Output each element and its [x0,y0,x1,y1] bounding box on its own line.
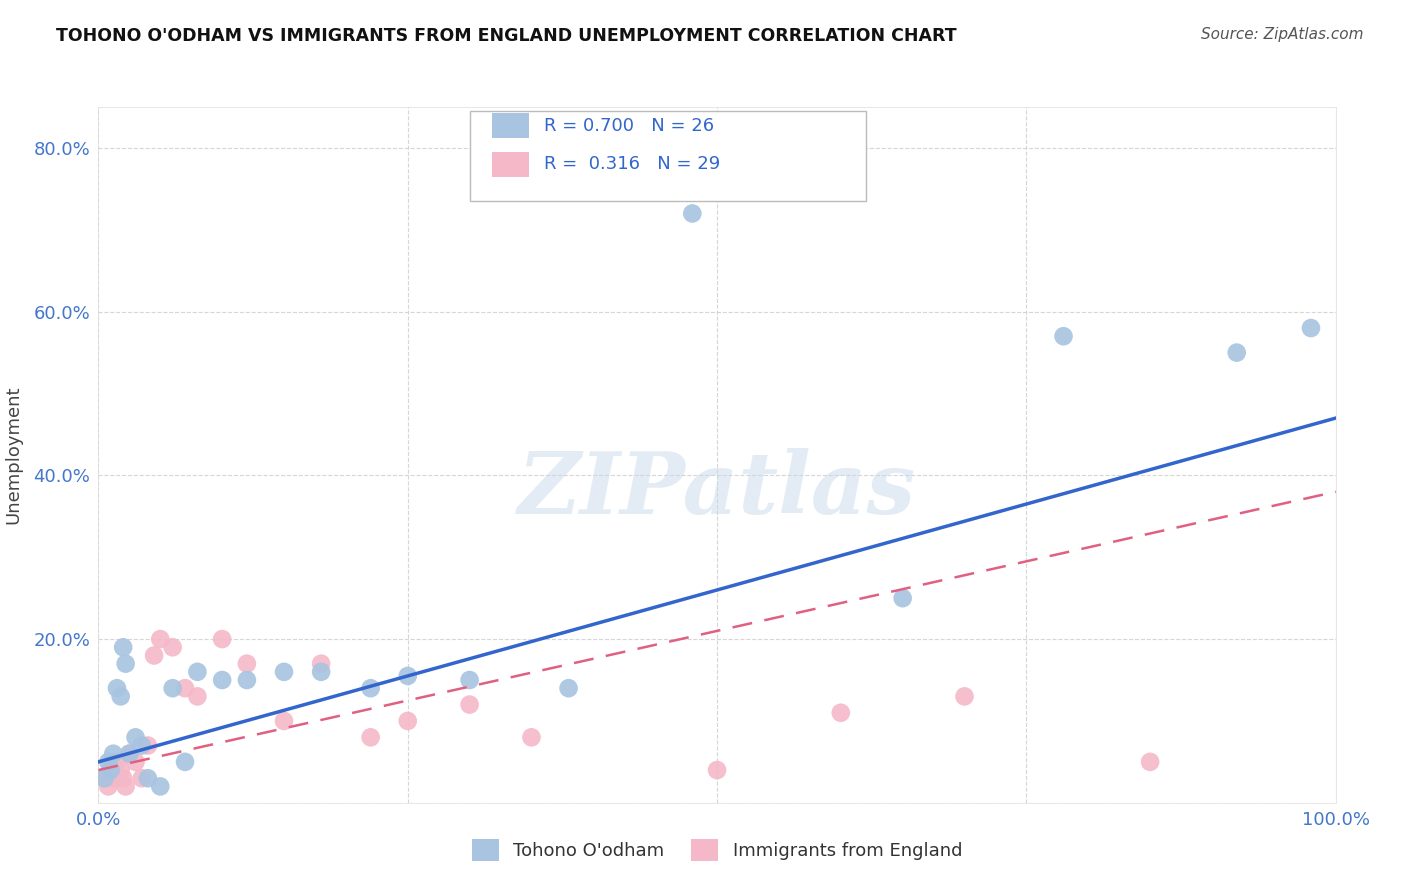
Point [309,657,332,671]
Point [131,771,153,785]
Point [110,690,132,704]
Point [174,681,197,696]
Point [97,780,120,794]
Point [112,640,135,655]
Point [1139,755,1161,769]
Point [953,690,976,704]
FancyBboxPatch shape [492,152,529,177]
Point [236,657,259,671]
FancyBboxPatch shape [470,111,866,201]
Point [1226,345,1249,359]
Legend: Tohono O'odham, Immigrants from England: Tohono O'odham, Immigrants from England [463,830,972,871]
Point [105,755,128,769]
Point [114,657,136,671]
Point [124,755,146,769]
Point [112,771,135,785]
Point [103,771,125,785]
Point [186,665,208,679]
Point [97,755,120,769]
Point [706,763,728,777]
Point [360,731,382,745]
Text: ZIPatlas: ZIPatlas [517,448,917,532]
Point [103,747,125,761]
Point [162,640,184,655]
Text: R = 0.700   N = 26: R = 0.700 N = 26 [544,117,714,135]
Point [458,698,481,712]
Point [186,690,208,704]
Point [681,206,703,220]
Point [136,739,159,753]
Point [1299,321,1322,335]
Point [100,763,122,777]
Point [273,665,295,679]
Point [118,747,141,761]
Point [149,780,172,794]
Point [557,681,579,696]
Point [118,747,141,761]
Point [143,648,166,663]
Point [1052,329,1074,343]
Point [110,763,132,777]
Text: TOHONO O'ODHAM VS IMMIGRANTS FROM ENGLAND UNEMPLOYMENT CORRELATION CHART: TOHONO O'ODHAM VS IMMIGRANTS FROM ENGLAN… [56,27,957,45]
Point [396,669,419,683]
Point [124,731,146,745]
Point [211,632,233,646]
Point [149,632,172,646]
Point [93,771,115,785]
Y-axis label: Unemployment: Unemployment [4,385,22,524]
Point [136,771,159,785]
Point [830,706,852,720]
Text: Source: ZipAtlas.com: Source: ZipAtlas.com [1201,27,1364,42]
Point [105,681,128,696]
Point [100,763,122,777]
FancyBboxPatch shape [492,113,529,138]
Point [174,755,197,769]
Point [396,714,419,728]
Point [891,591,914,606]
Point [162,681,184,696]
Point [458,673,481,687]
Point [520,731,543,745]
Point [131,739,153,753]
Point [309,665,332,679]
Point [211,673,233,687]
Point [360,681,382,696]
Point [114,780,136,794]
Point [273,714,295,728]
Point [93,771,115,785]
Point [236,673,259,687]
Text: R =  0.316   N = 29: R = 0.316 N = 29 [544,155,720,173]
